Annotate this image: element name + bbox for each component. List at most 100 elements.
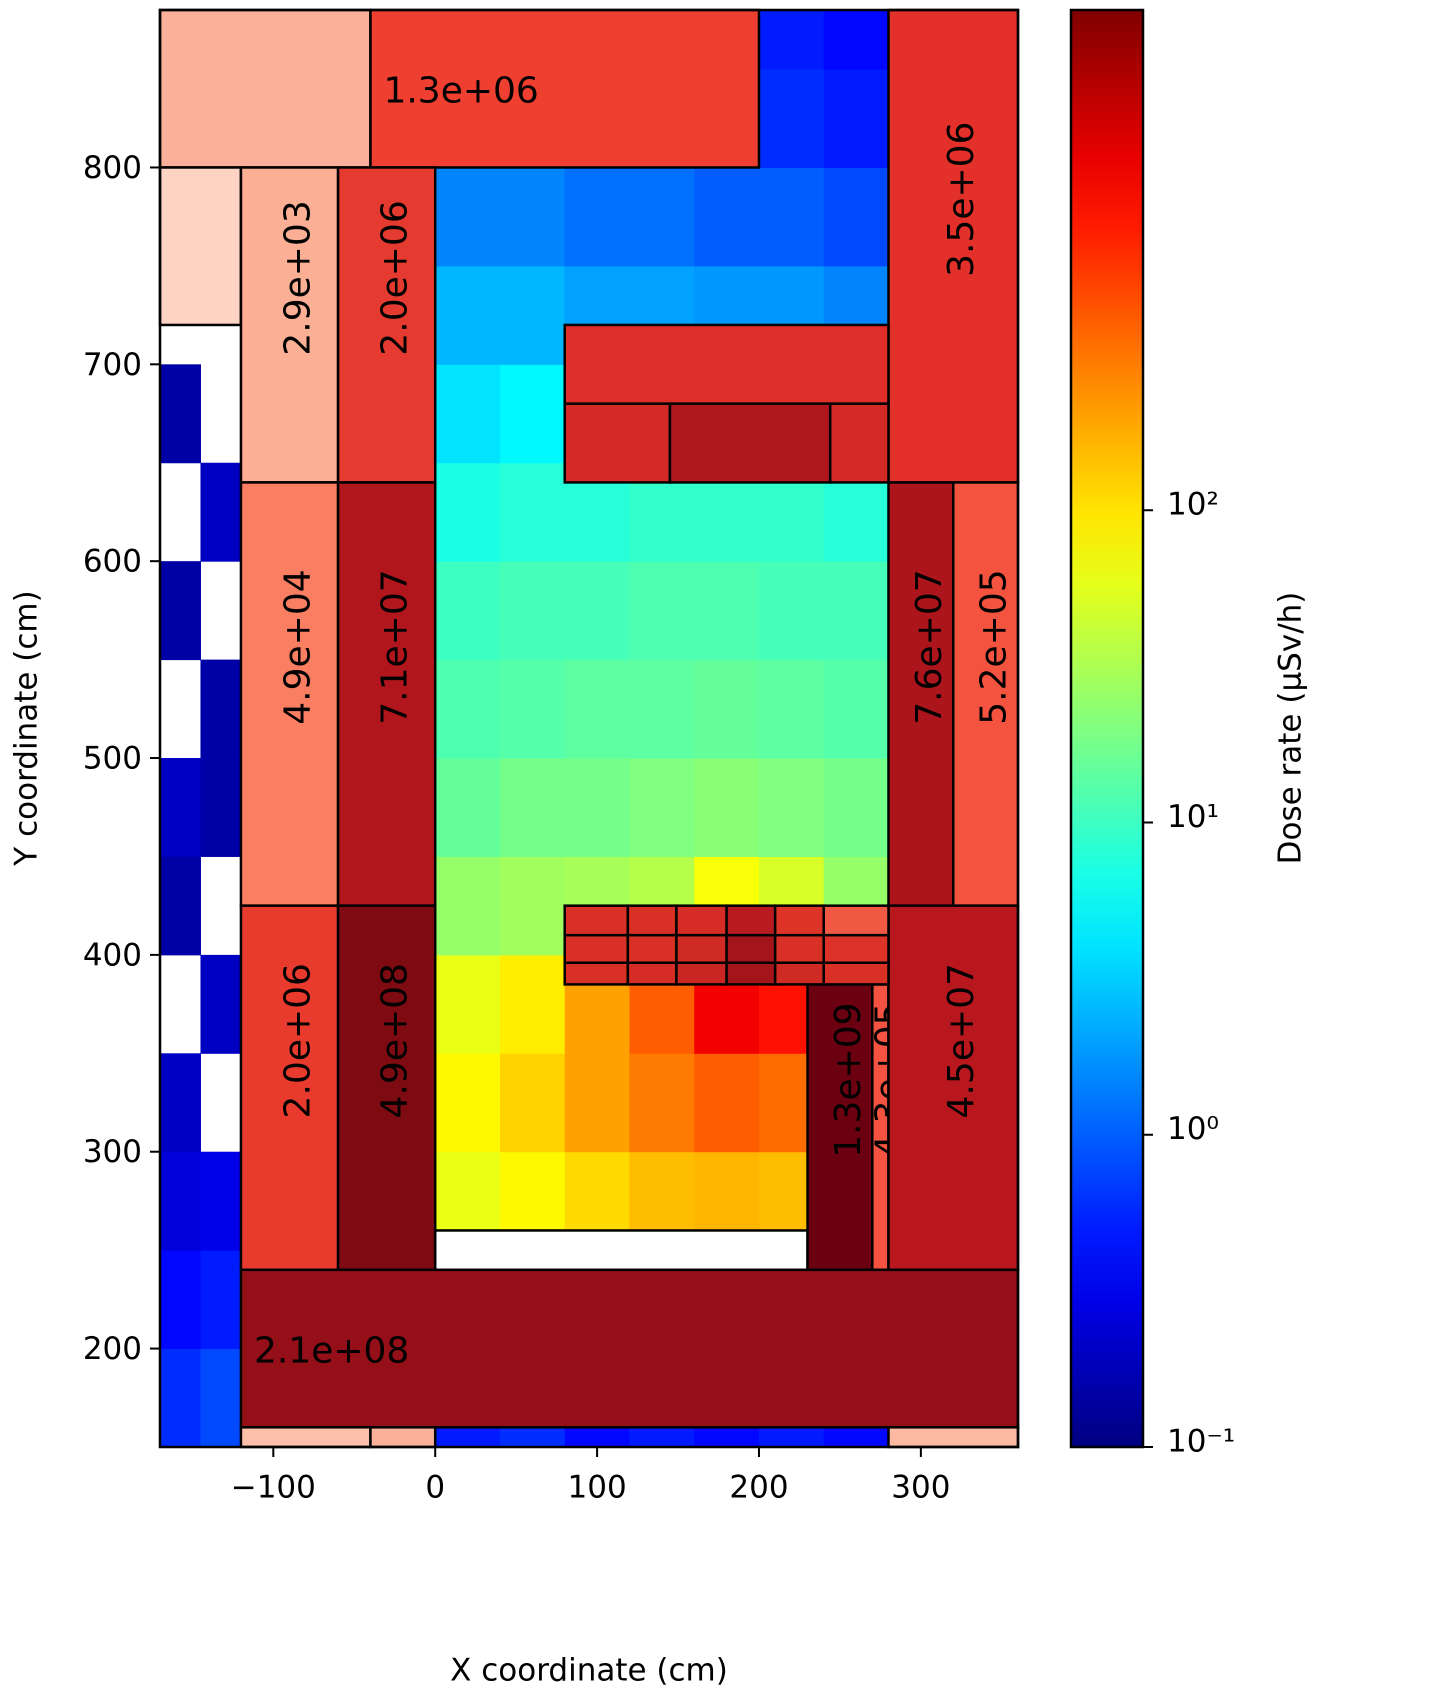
region [239, 1426, 372, 1449]
region [725, 961, 777, 986]
heat-cell [629, 1053, 695, 1153]
heat-cell [758, 167, 825, 267]
region [239, 904, 340, 1272]
heat-cell [435, 1053, 501, 1153]
region [563, 904, 630, 937]
region [675, 933, 728, 965]
region-label: 4.5e+07 [941, 963, 982, 1118]
heat-cell [758, 758, 825, 857]
colorbar-label: Dose rate (μSv/h) [1273, 592, 1309, 865]
regions: 1.3e+06 3.5e+06 2.9e+03 2.0e+06 4.9e+04 7.1e+… [158, 8, 1020, 1449]
region-label: 1.3e+06 [383, 71, 538, 112]
region [239, 1268, 1020, 1429]
region [433, 1229, 809, 1272]
heat-cell [160, 1250, 201, 1350]
x-tick-label: 0 [425, 1470, 445, 1506]
region [563, 933, 630, 965]
heat-cell [160, 758, 201, 857]
region [887, 1426, 1020, 1449]
region [158, 8, 372, 169]
heat-cell [629, 758, 695, 857]
region-label: 3.5e+06 [941, 122, 982, 277]
y-tick-label: 600 [83, 544, 142, 580]
heat-cell [200, 1250, 242, 1350]
y-tick-label: 200 [83, 1331, 142, 1367]
heat-cell [200, 659, 242, 759]
heat-cell [160, 561, 201, 661]
heat-cell [629, 659, 695, 759]
region [887, 904, 1020, 1272]
colorbar-tick-label: 10² [1167, 487, 1219, 523]
heat-cell [564, 167, 630, 267]
region [675, 961, 728, 986]
region [773, 904, 825, 937]
plot-frame [158, 8, 1020, 1449]
region [239, 481, 340, 907]
heat-cell [435, 561, 501, 661]
heat-cell [499, 167, 566, 267]
region [951, 481, 1020, 907]
heat-cell [435, 659, 501, 759]
region [725, 904, 777, 937]
y-tick-label: 800 [83, 150, 142, 186]
colorbar-tick-label: 10⁻¹ [1167, 1424, 1235, 1460]
heat-cell [564, 561, 630, 661]
heat-cell [564, 758, 630, 857]
x-tick-label: 100 [568, 1470, 627, 1506]
region [239, 166, 340, 484]
heat-cell [435, 364, 501, 464]
heat-cell [200, 1348, 242, 1448]
heat-cell [694, 167, 760, 267]
y-axis-label: Y coordinate (cm) [9, 590, 45, 866]
region [563, 961, 630, 986]
heat-cell [823, 561, 889, 661]
region-label: 4.9e+04 [278, 569, 319, 724]
heat-cell [823, 167, 889, 267]
heat-cell [499, 954, 566, 1054]
heat-cell [499, 462, 566, 562]
heat-cell [694, 561, 760, 661]
heat-cell [200, 1151, 242, 1251]
heat-cell [758, 10, 825, 70]
region [626, 933, 678, 965]
heat-cell [499, 758, 566, 857]
region-label: 4.9e+08 [375, 963, 416, 1118]
region [773, 961, 825, 986]
x-tick-label: −100 [231, 1470, 316, 1506]
heat-cell [499, 364, 566, 464]
region [563, 402, 672, 484]
x-tick-label: 300 [891, 1470, 950, 1506]
heat-cell [499, 1053, 566, 1153]
y-tick-label: 500 [83, 741, 142, 777]
region [369, 8, 761, 169]
heat-cell [499, 659, 566, 759]
heat-cell [564, 1053, 630, 1153]
x-axis-label: X coordinate (cm) [450, 1653, 728, 1689]
heat-cell [823, 758, 889, 857]
y-tick-label: 300 [83, 1134, 142, 1170]
heat-cell [823, 10, 889, 70]
heat-cell [435, 856, 501, 956]
region [828, 402, 890, 484]
region-label: 2.0e+06 [278, 963, 319, 1118]
x-tick-label: 200 [729, 1470, 788, 1506]
heat-cell [694, 1053, 760, 1153]
heat-cell [499, 856, 566, 956]
region [336, 904, 437, 1272]
region-label: 5.2e+05 [974, 569, 1015, 724]
region [773, 933, 825, 965]
heat-cell [435, 265, 501, 365]
heat-cell [435, 462, 501, 562]
heat-cell [629, 561, 695, 661]
heat-cell [160, 856, 201, 956]
region [806, 983, 874, 1272]
heat-cell [435, 167, 501, 267]
region [336, 481, 437, 907]
region [563, 323, 890, 405]
heat-cell [200, 758, 242, 857]
region [822, 961, 890, 986]
heat-cell [629, 167, 695, 267]
y-tick-label: 700 [83, 347, 142, 383]
region [668, 402, 832, 484]
heat-cell [694, 758, 760, 857]
